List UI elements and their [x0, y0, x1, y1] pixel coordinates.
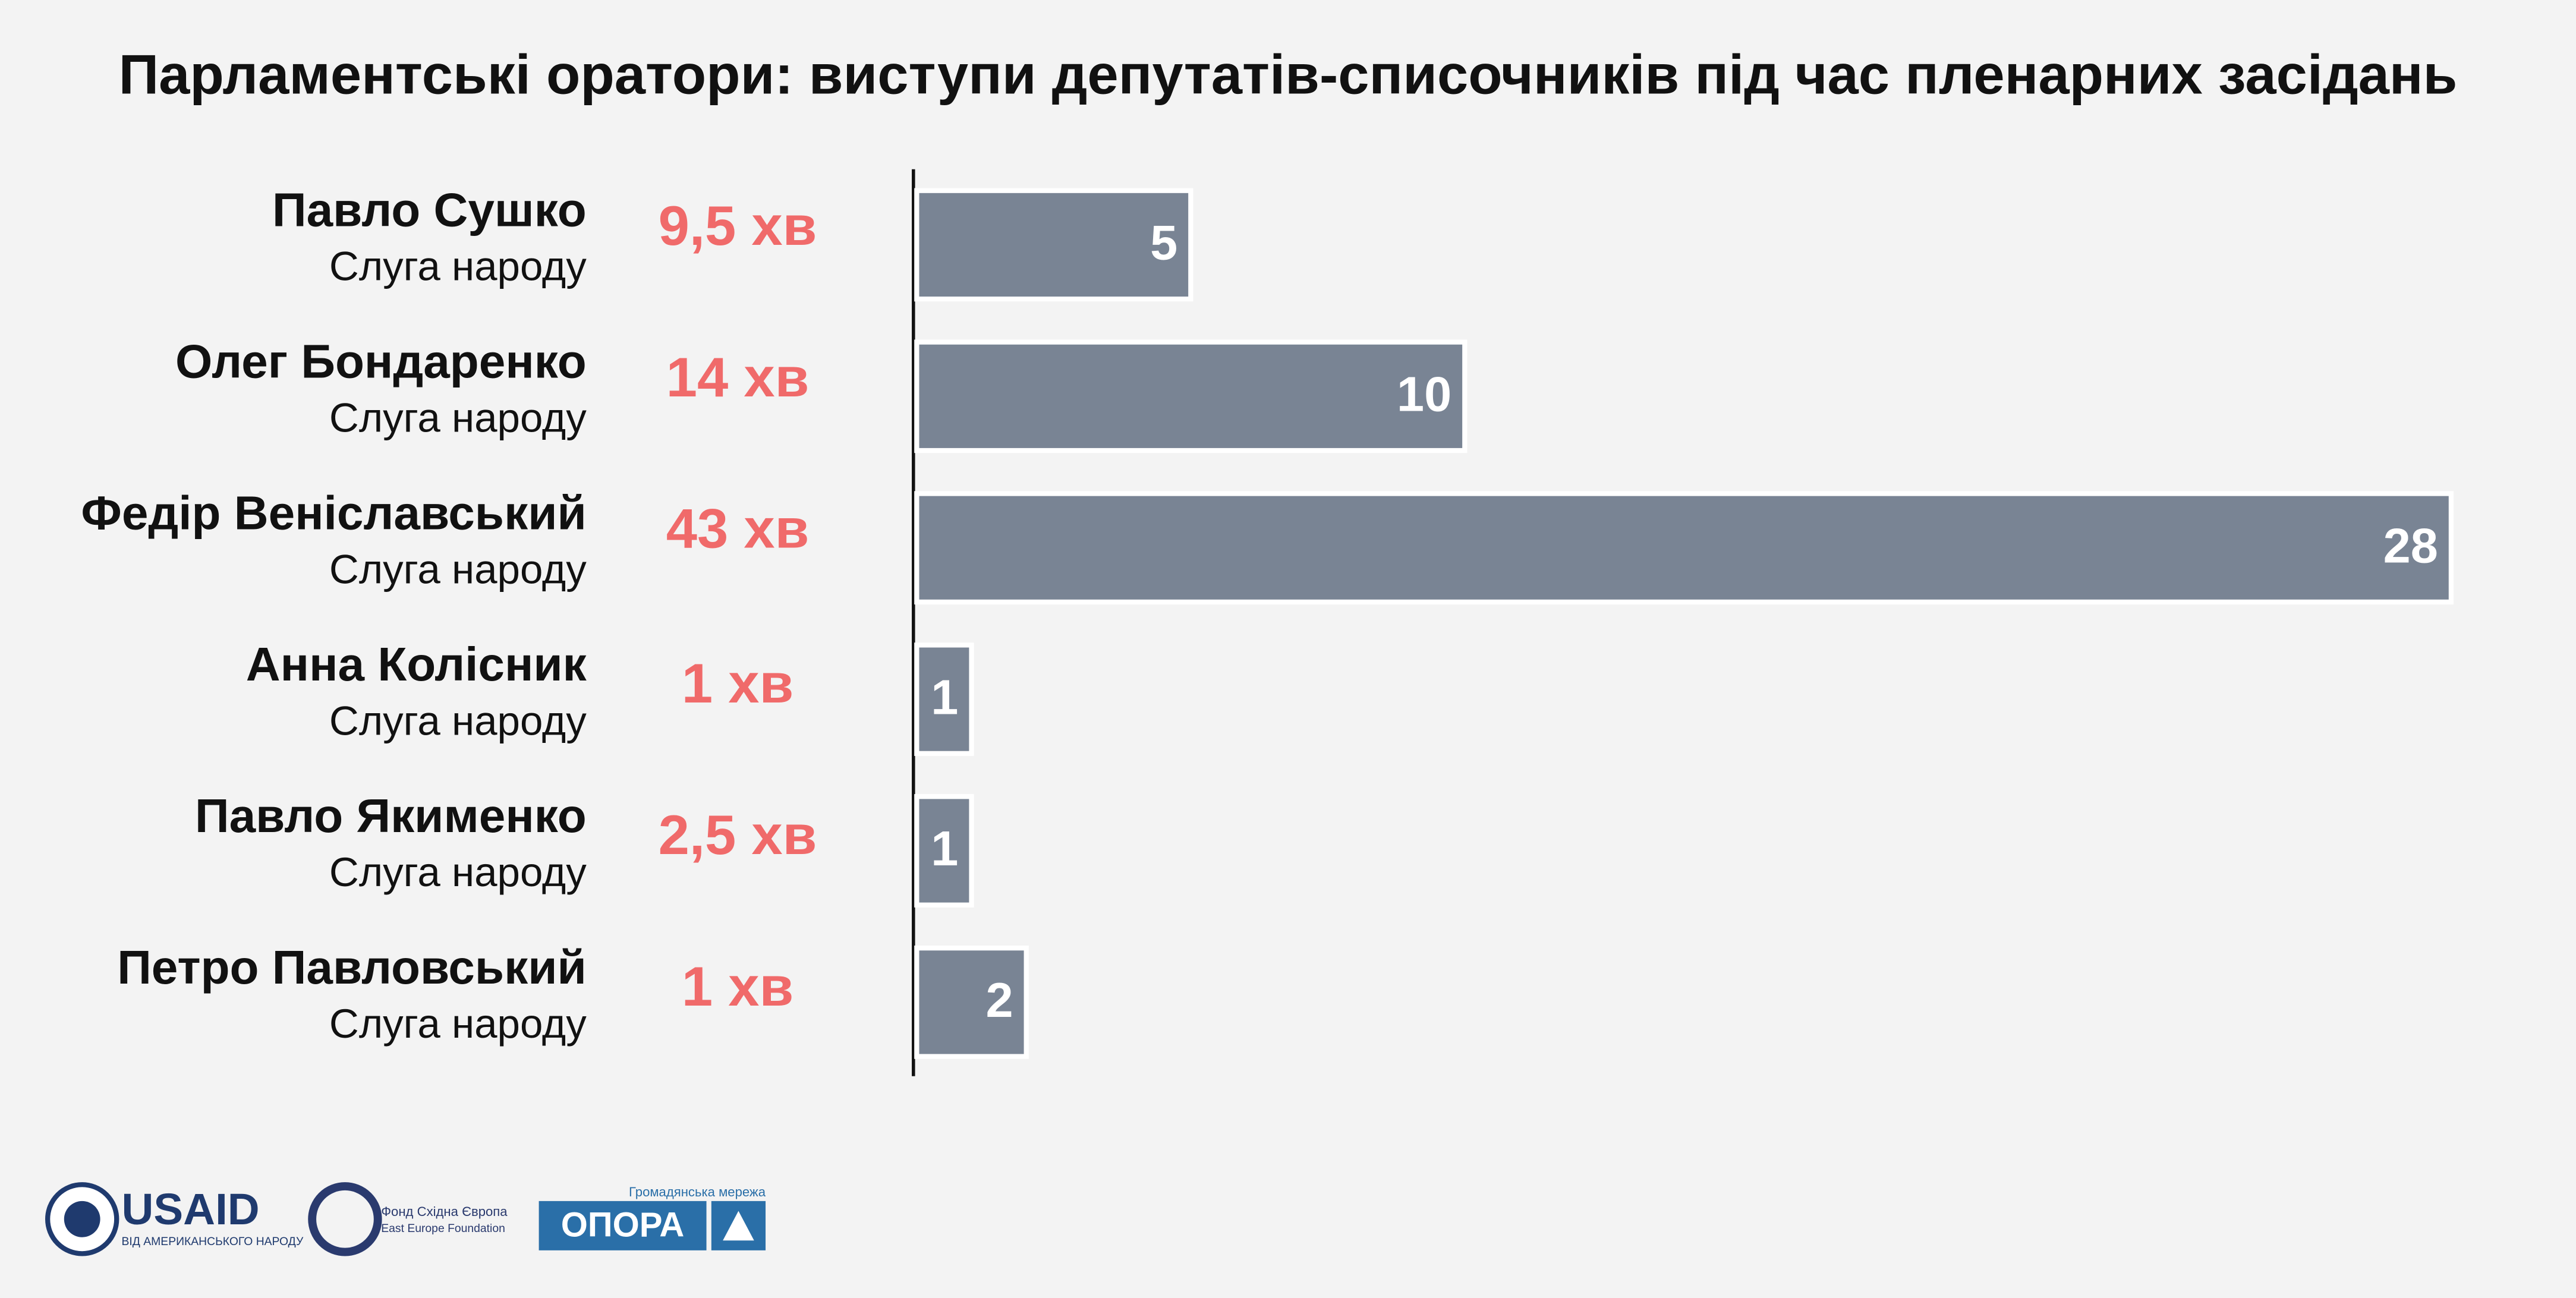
category-label: Олег Бондаренко — [175, 334, 587, 387]
bar — [914, 491, 2454, 605]
value-label: 28 — [2383, 518, 2438, 573]
value-label: 2 — [986, 972, 1013, 1028]
annotation: 2,5 хв — [659, 804, 817, 866]
category-subtitle: Слуга народу — [329, 697, 587, 743]
bar — [914, 642, 974, 756]
category-label: Павло Сушко — [272, 183, 587, 237]
logo-box — [538, 1201, 707, 1250]
bar — [914, 946, 1029, 1059]
logo-text: ОПОРА — [561, 1205, 685, 1244]
category-subtitle: Слуга народу — [329, 849, 587, 895]
logo-text: USAID — [122, 1184, 260, 1234]
bar — [914, 794, 974, 908]
annotation: 43 хв — [666, 497, 810, 560]
value-label: 10 — [1397, 366, 1451, 421]
annotation: 9,5 хв — [659, 194, 817, 257]
logo-triangle — [723, 1211, 754, 1241]
logo-subtext: ВІД АМЕРИКАНСЬКОГО НАРОДУ — [122, 1235, 304, 1248]
category-subtitle: Слуга народу — [329, 546, 587, 592]
logo-eef: Фонд Східна Європа East Europe Foundatio… — [308, 1182, 508, 1256]
category-subtitle: Слуга народу — [329, 243, 587, 289]
category-subtitle: Слуга народу — [329, 1000, 587, 1047]
logo-subtext: Громадянська мережа — [629, 1184, 766, 1199]
category-subtitle: Слуга народу — [329, 395, 587, 441]
logo-ring — [308, 1182, 382, 1256]
logo-seal-inner — [64, 1201, 100, 1237]
category-label: Анна Колісник — [246, 637, 587, 691]
logo-text: Фонд Східна Європа — [381, 1204, 508, 1219]
annotation: 14 хв — [666, 346, 810, 408]
category-label: Федір Веніславський — [81, 486, 586, 539]
logo-usaid: USAID ВІД АМЕРИКАНСЬКОГО НАРОДУ — [45, 1182, 304, 1256]
value-label: 1 — [931, 821, 958, 876]
category-label: Павло Якименко — [195, 789, 587, 842]
value-label: 1 — [931, 669, 958, 724]
category-label: Петро Павловський — [117, 940, 587, 994]
chart-title: Парламентські оратори: виступи депутатів… — [119, 43, 2458, 106]
bar — [914, 339, 1467, 453]
value-label: 5 — [1150, 215, 1177, 270]
annotation: 1 хв — [682, 652, 793, 714]
logo-subtext: East Europe Foundation — [381, 1222, 505, 1235]
logo-opora: Громадянська мережа ОПОРА — [538, 1184, 766, 1250]
bar — [914, 188, 1193, 302]
annotation: 1 хв — [682, 955, 793, 1017]
